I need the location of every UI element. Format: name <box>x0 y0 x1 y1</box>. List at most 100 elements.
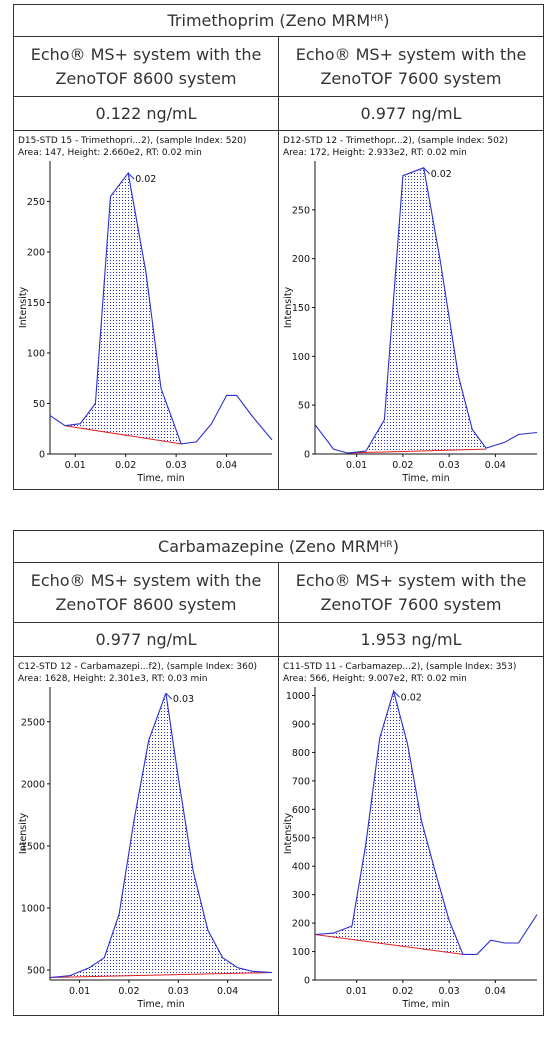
x-tick-label: 0.02 <box>118 986 139 997</box>
x-tick-label: 0.03 <box>166 460 187 471</box>
chromatogram-carbamazepine-8600: C12-STD 12 - Carbamazepi...f2), (sample … <box>18 662 273 1010</box>
system-line1: Echo® MS+ system with the <box>295 44 527 64</box>
y-tick-label: 200 <box>292 254 310 265</box>
peak-area <box>315 691 463 955</box>
y-tick-label: 200 <box>292 919 310 930</box>
y-tick-label: 250 <box>27 197 45 208</box>
x-tick-label: 0.04 <box>485 460 506 471</box>
system-line1: Echo® MS+ system with the <box>295 570 527 590</box>
system-line1: Echo® MS+ system with the <box>30 44 262 64</box>
apex-label: 0.02 <box>401 692 422 703</box>
title-sup: HR <box>379 539 393 550</box>
trimethoprim-panel: Trimethoprim (Zeno MRM HR) Echo® MS+ syst… <box>13 4 544 490</box>
y-tick-label: 1500 <box>21 841 45 852</box>
y-tick-label: 0 <box>39 450 45 461</box>
y-tick-label: 100 <box>292 947 310 958</box>
integration-baseline <box>314 933 464 955</box>
panel-title: Carbamazepine (Zeno MRM HR) <box>14 531 543 562</box>
system-row: Echo® MS+ system with the ZenoTOF 8600 sy… <box>14 563 543 623</box>
y-tick-label: 250 <box>292 205 310 216</box>
peak-area <box>65 173 182 444</box>
chart-header-line1: C11-STD 11 - Carbamazep...2), (sample In… <box>283 662 516 672</box>
title-text: Carbamazepine (Zeno MRM <box>158 537 380 556</box>
x-tick-label: 0.03 <box>168 986 189 997</box>
system-line2: ZenoTOF 7600 system <box>320 68 502 88</box>
x-axis-label: Time, min <box>401 473 449 484</box>
chart-header-line1: D15-STD 15 - Trimethopri...2), (sample I… <box>18 136 246 146</box>
concentration-7600: 1.953 ng/mL <box>278 623 543 656</box>
x-tick-label: 0.01 <box>346 986 367 997</box>
y-tick-label: 0 <box>304 450 310 461</box>
y-tick-label: 150 <box>292 303 310 314</box>
chart-header-line2: Area: 1628, Height: 2.301e3, RT: 0.03 mi… <box>18 674 208 684</box>
y-tick-label: 1000 <box>21 903 45 914</box>
x-tick-label: 0.03 <box>439 460 460 471</box>
system-label-7600: Echo® MS+ system with the ZenoTOF 7600 sy… <box>278 563 543 622</box>
x-tick-label: 0.02 <box>115 460 136 471</box>
chromatogram-trimethoprim-8600: D15-STD 15 - Trimethopri...2), (sample I… <box>18 136 273 484</box>
chromatogram-trimethoprim-7600: D12-STD 12 - Trimethopr...2), (sample In… <box>283 136 538 484</box>
chromatogram-trace <box>49 693 273 979</box>
x-tick-label: 0.01 <box>65 460 86 471</box>
panel-title: Trimethoprim (Zeno MRM HR) <box>14 5 543 36</box>
x-tick-label: 0.01 <box>69 986 90 997</box>
y-axis-label: Intensity <box>18 812 29 854</box>
title-end: ) <box>392 537 399 556</box>
concentration-row: 0.977 ng/mL 1.953 ng/mL <box>14 623 543 657</box>
y-axis-label: Intensity <box>18 286 29 328</box>
concentration-7600: 0.977 ng/mL <box>278 97 543 130</box>
y-tick-label: 1000 <box>286 691 310 702</box>
integration-baseline <box>65 425 182 445</box>
chromatogram-trace <box>49 171 273 445</box>
system-line2: ZenoTOF 8600 system <box>55 594 237 614</box>
chart-header-line1: D12-STD 12 - Trimethopr...2), (sample In… <box>283 136 508 146</box>
concentration-8600: 0.977 ng/mL <box>95 630 197 649</box>
y-tick-label: 200 <box>27 247 45 258</box>
chromatogram-cell: D12-STD 12 - Trimethopr...2), (sample In… <box>278 131 543 489</box>
system-label-7600: Echo® MS+ system with the ZenoTOF 7600 sy… <box>278 37 543 96</box>
integration-baseline <box>347 448 487 454</box>
x-axis-label: Time, min <box>401 999 449 1010</box>
system-line2: ZenoTOF 7600 system <box>320 594 502 614</box>
apex-marker <box>127 172 135 180</box>
chart-header-line1: C12-STD 12 - Carbamazepi...f2), (sample … <box>18 662 257 672</box>
y-tick-label: 100 <box>292 352 310 363</box>
plot-row: D15-STD 15 - Trimethopri...2), (sample I… <box>14 131 543 489</box>
chromatogram-cell: C11-STD 11 - Carbamazep...2), (sample In… <box>278 657 543 1015</box>
y-tick-label: 700 <box>292 776 310 787</box>
plot-row: C12-STD 12 - Carbamazepi...f2), (sample … <box>14 657 543 1015</box>
y-tick-label: 500 <box>292 833 310 844</box>
apex-marker <box>423 167 431 175</box>
integration-baseline <box>49 972 273 979</box>
y-tick-label: 900 <box>292 719 310 730</box>
apex-label: 0.03 <box>173 694 194 705</box>
y-tick-label: 800 <box>292 748 310 759</box>
chart-header-line2: Area: 566, Height: 9.007e2, RT: 0.02 min <box>283 674 467 684</box>
title-sup: HR <box>370 13 384 24</box>
chromatogram-cell: C12-STD 12 - Carbamazepi...f2), (sample … <box>14 657 278 1015</box>
y-tick-label: 50 <box>33 399 45 410</box>
y-axis-label: Intensity <box>283 286 294 328</box>
carbamazepine-panel: Carbamazepine (Zeno MRM HR) Echo® MS+ sys… <box>13 530 544 1016</box>
y-axis-label: Intensity <box>283 812 294 854</box>
y-tick-label: 0 <box>304 976 310 987</box>
x-tick-label: 0.02 <box>392 986 413 997</box>
concentration-row: 0.122 ng/mL 0.977 ng/mL <box>14 97 543 131</box>
y-tick-label: 100 <box>27 348 45 359</box>
chart-header-line2: Area: 172, Height: 2.933e2, RT: 0.02 min <box>283 148 467 158</box>
chromatogram-cell: D15-STD 15 - Trimethopri...2), (sample I… <box>14 131 278 489</box>
peak-area <box>50 693 272 978</box>
panel-title-row: Trimethoprim (Zeno MRM HR) <box>14 5 543 37</box>
y-tick-label: 400 <box>292 862 310 873</box>
x-tick-label: 0.04 <box>485 986 506 997</box>
x-tick-label: 0.04 <box>217 986 238 997</box>
chromatogram-trace <box>314 689 538 955</box>
system-label-8600: Echo® MS+ system with the ZenoTOF 8600 sy… <box>14 37 278 96</box>
x-tick-label: 0.02 <box>392 460 413 471</box>
apex-label: 0.02 <box>135 174 156 185</box>
apex-marker <box>165 692 173 700</box>
apex-label: 0.02 <box>431 169 452 180</box>
title-text: Trimethoprim (Zeno MRM <box>167 11 371 30</box>
chromatogram-carbamazepine-7600: C11-STD 11 - Carbamazep...2), (sample In… <box>283 662 538 1010</box>
chart-header-line2: Area: 147, Height: 2.660e2, RT: 0.02 min <box>18 148 202 158</box>
